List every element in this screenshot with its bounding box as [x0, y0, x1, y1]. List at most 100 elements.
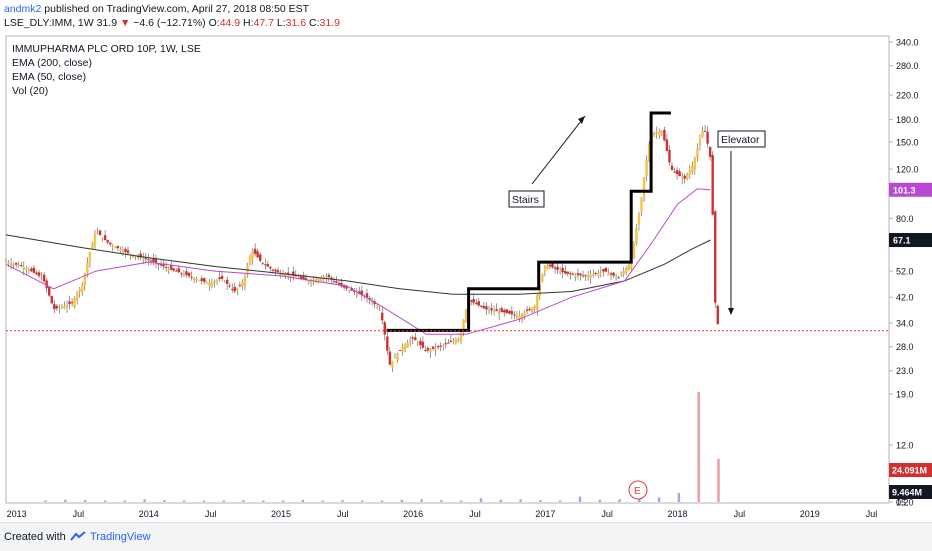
- candle-body: [228, 285, 231, 287]
- price-chart[interactable]: 340.0 280.0 220.0 180.0 150.0 120.0 80.0 52.0 42…: [0, 34, 932, 522]
- elevator-annotation[interactable]: Elevator: [717, 130, 766, 315]
- candle-body: [716, 305, 719, 325]
- volume-bar: [677, 492, 681, 502]
- plot-frame: [5, 35, 890, 504]
- x-tick-label: 2014: [139, 509, 159, 519]
- candle-body: [22, 266, 25, 270]
- volume-bar: [717, 458, 720, 502]
- volume-bar: [440, 500, 443, 502]
- candle-body: [528, 308, 531, 310]
- candle-body: [612, 272, 615, 276]
- candle-body: [147, 259, 150, 261]
- price-badge: [889, 182, 932, 197]
- candle-body: [487, 309, 491, 311]
- candle-body: [271, 269, 275, 271]
- candle-body: [490, 308, 493, 311]
- candle-body: [711, 155, 714, 215]
- candle-body: [655, 131, 658, 133]
- ticker-label: LSE_DLY:IMM, 1W: [4, 17, 94, 29]
- candle-body: [264, 264, 267, 266]
- candle-body: [604, 268, 608, 272]
- candle-body: [337, 282, 341, 285]
- candle-body: [696, 148, 699, 159]
- candle-body: [121, 250, 125, 254]
- candle-body: [365, 293, 369, 298]
- candle-body: [225, 279, 229, 284]
- candle-body: [630, 261, 633, 269]
- change-value: −4.6 (−12.71%): [133, 17, 206, 29]
- candle-body: [584, 275, 587, 277]
- candle-body: [546, 265, 549, 269]
- candle-body: [472, 299, 475, 303]
- candle-body: [215, 280, 219, 282]
- y-tick-label: 340.0: [896, 38, 919, 48]
- volume-bar: [638, 498, 641, 502]
- elevator-label: Elevator: [721, 134, 760, 146]
- candle-body: [439, 345, 442, 347]
- volume-bar: [242, 500, 245, 502]
- candle-body: [406, 342, 409, 348]
- candle-body: [510, 311, 514, 315]
- legend-vol[interactable]: Vol (20): [12, 85, 48, 97]
- candle-body: [444, 343, 447, 345]
- candle-body: [9, 263, 13, 266]
- price-badge-label: 67.1: [893, 236, 911, 246]
- candle-body: [670, 165, 674, 170]
- y-tick-label: 52.0: [896, 267, 914, 277]
- y-axis[interactable]: 340.0 280.0 220.0 180.0 150.0 120.0 80.0 52.0 42…: [889, 38, 932, 508]
- candle-body: [139, 253, 142, 258]
- candle-body: [459, 330, 463, 342]
- candle-body: [457, 338, 460, 342]
- candle-body: [175, 270, 178, 272]
- candle-body: [182, 274, 186, 276]
- volume-bar: [657, 497, 661, 502]
- candle-body: [162, 263, 165, 267]
- candle-body: [185, 271, 188, 276]
- stairs-line: [386, 111, 671, 332]
- candle-body: [78, 288, 81, 292]
- candle-body: [325, 276, 328, 278]
- candle-body: [149, 260, 153, 262]
- candle-body: [675, 170, 679, 174]
- legend-ema50[interactable]: EMA (50, close): [12, 71, 86, 83]
- earnings-marker[interactable]: E: [628, 480, 648, 500]
- candle-body: [592, 273, 595, 276]
- candle-body: [480, 305, 483, 307]
- candle-body: [688, 169, 692, 175]
- candle-body: [131, 254, 135, 258]
- candle-body: [698, 139, 702, 146]
- candle-body: [663, 129, 666, 141]
- candle-body: [101, 237, 104, 239]
- candle-body: [668, 149, 671, 163]
- candle-body: [205, 282, 209, 284]
- candle-body: [625, 267, 628, 274]
- legend-ema200[interactable]: EMA (200, close): [12, 57, 92, 69]
- published-text: published on TradingView.com, April 27, …: [44, 3, 310, 15]
- ema50-line: [5, 188, 711, 335]
- candle-body: [223, 281, 226, 283]
- candle-body: [251, 250, 254, 259]
- stairs-annotation[interactable]: Stairs: [508, 115, 586, 208]
- candle-body: [157, 263, 160, 265]
- volume-bar: [163, 500, 166, 502]
- candle-body: [561, 268, 564, 273]
- x-axis[interactable]: 2013 Jul 2014 Jul 2015 Jul 2016 Jul 2017 Jul 2018 J…: [6, 502, 889, 519]
- volume-bar: [281, 500, 285, 502]
- y-tick-label: 42.0: [896, 293, 914, 303]
- candle-body: [396, 353, 399, 361]
- candle-body: [40, 277, 43, 280]
- author-link[interactable]: andmk2: [4, 3, 42, 15]
- volume-bar: [321, 500, 324, 502]
- candle-body: [299, 276, 303, 279]
- volume-bar: [598, 499, 601, 502]
- tradingview-link[interactable]: TradingView: [90, 531, 151, 543]
- legend-title: IMMUPHARMA PLC ORD 10P, 1W, LSE: [12, 43, 201, 55]
- candle-body: [515, 315, 519, 318]
- candle-body: [172, 268, 175, 271]
- candle-body: [119, 249, 122, 252]
- candle-body: [391, 360, 394, 368]
- candle-body: [297, 277, 300, 279]
- candle-body: [574, 274, 577, 278]
- volume-badge-label: 9.464M: [892, 488, 922, 498]
- candle-body: [475, 302, 478, 305]
